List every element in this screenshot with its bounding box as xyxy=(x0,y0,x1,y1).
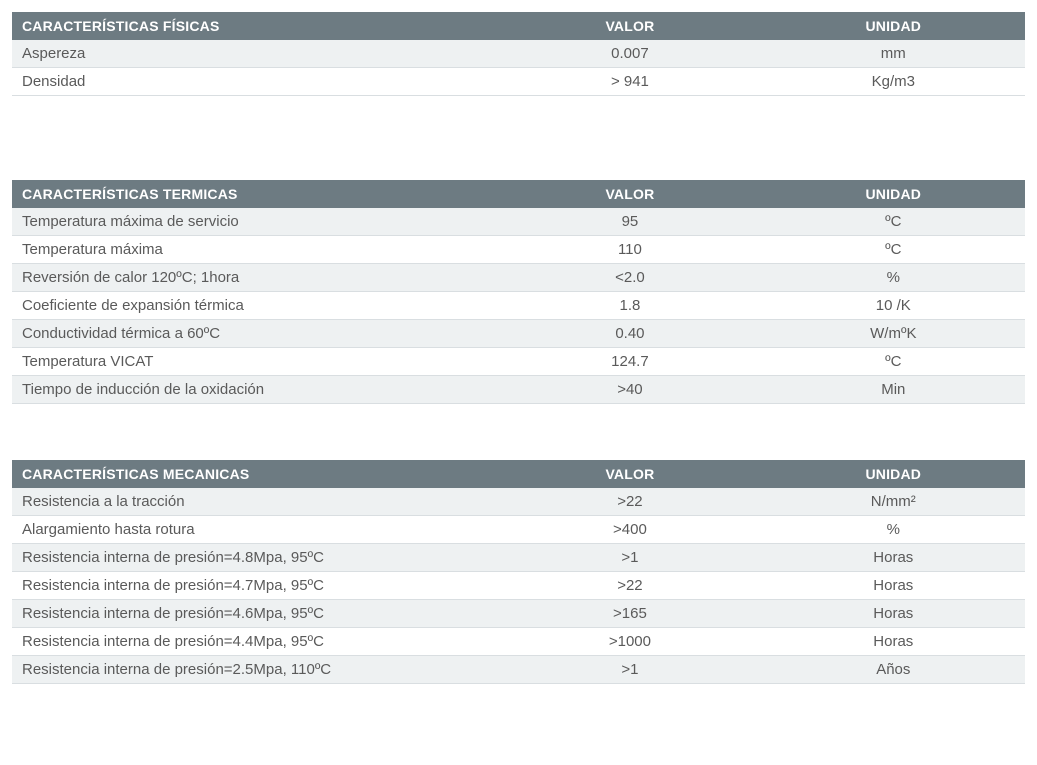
header-label: CARACTERÍSTICAS MECANICAS xyxy=(12,460,498,488)
header-value: VALOR xyxy=(498,460,761,488)
cell-value: 95 xyxy=(498,208,761,236)
cell-label: Resistencia interna de presión=4.4Mpa, 9… xyxy=(12,628,498,656)
cell-value: 110 xyxy=(498,236,761,264)
header-unit: UNIDAD xyxy=(762,12,1025,40)
cell-label: Resistencia interna de presión=4.8Mpa, 9… xyxy=(12,544,498,572)
cell-label: Reversión de calor 120ºC; 1hora xyxy=(12,264,498,292)
cell-value: >165 xyxy=(498,600,761,628)
cell-value: > 941 xyxy=(498,68,761,96)
cell-label: Conductividad térmica a 60ºC xyxy=(12,320,498,348)
cell-unit: Horas xyxy=(762,628,1025,656)
cell-unit: Kg/m3 xyxy=(762,68,1025,96)
table-row: Aspereza 0.007 mm xyxy=(12,40,1025,68)
table-mecanicas: CARACTERÍSTICAS MECANICAS VALOR UNIDAD R… xyxy=(12,460,1025,684)
cell-unit: Min xyxy=(762,376,1025,404)
cell-value: >1 xyxy=(498,544,761,572)
cell-value: >400 xyxy=(498,516,761,544)
table-row: Conductividad térmica a 60ºC 0.40 W/mºK xyxy=(12,320,1025,348)
cell-label: Resistencia interna de presión=4.6Mpa, 9… xyxy=(12,600,498,628)
cell-value: 1.8 xyxy=(498,292,761,320)
cell-label: Temperatura máxima de servicio xyxy=(12,208,498,236)
cell-unit: mm xyxy=(762,40,1025,68)
cell-label: Temperatura VICAT xyxy=(12,348,498,376)
data-table: CARACTERÍSTICAS FÍSICAS VALOR UNIDAD Asp… xyxy=(12,12,1025,96)
cell-unit: ºC xyxy=(762,236,1025,264)
header-unit: UNIDAD xyxy=(762,180,1025,208)
table-row: Resistencia interna de presión=4.6Mpa, 9… xyxy=(12,600,1025,628)
cell-unit: ºC xyxy=(762,208,1025,236)
cell-unit: ºC xyxy=(762,348,1025,376)
cell-label: Coeficiente de expansión térmica xyxy=(12,292,498,320)
cell-value: >22 xyxy=(498,488,761,516)
table-row: Resistencia a la tracción >22 N/mm² xyxy=(12,488,1025,516)
cell-unit: Horas xyxy=(762,544,1025,572)
cell-value: >40 xyxy=(498,376,761,404)
cell-label: Alargamiento hasta rotura xyxy=(12,516,498,544)
header-label: CARACTERÍSTICAS FÍSICAS xyxy=(12,12,498,40)
table-row: Reversión de calor 120ºC; 1hora <2.0 % xyxy=(12,264,1025,292)
cell-value: >1000 xyxy=(498,628,761,656)
cell-label: Resistencia interna de presión=4.7Mpa, 9… xyxy=(12,572,498,600)
table-row: Temperatura VICAT 124.7 ºC xyxy=(12,348,1025,376)
data-table: CARACTERÍSTICAS MECANICAS VALOR UNIDAD R… xyxy=(12,460,1025,684)
cell-value: <2.0 xyxy=(498,264,761,292)
table-row: Tiempo de inducción de la oxidación >40 … xyxy=(12,376,1025,404)
cell-label: Temperatura máxima xyxy=(12,236,498,264)
cell-unit: Años xyxy=(762,656,1025,684)
table-termicas: CARACTERÍSTICAS TERMICAS VALOR UNIDAD Te… xyxy=(12,180,1025,404)
cell-label: Aspereza xyxy=(12,40,498,68)
cell-unit: 10 /K xyxy=(762,292,1025,320)
cell-label: Resistencia a la tracción xyxy=(12,488,498,516)
header-label: CARACTERÍSTICAS TERMICAS xyxy=(12,180,498,208)
cell-value: >22 xyxy=(498,572,761,600)
cell-label: Resistencia interna de presión=2.5Mpa, 1… xyxy=(12,656,498,684)
data-table: CARACTERÍSTICAS TERMICAS VALOR UNIDAD Te… xyxy=(12,180,1025,404)
cell-value: 0.40 xyxy=(498,320,761,348)
cell-value: >1 xyxy=(498,656,761,684)
table-fisicas: CARACTERÍSTICAS FÍSICAS VALOR UNIDAD Asp… xyxy=(12,12,1025,96)
table-row: Alargamiento hasta rotura >400 % xyxy=(12,516,1025,544)
table-row: Resistencia interna de presión=4.7Mpa, 9… xyxy=(12,572,1025,600)
cell-unit: % xyxy=(762,264,1025,292)
cell-value: 0.007 xyxy=(498,40,761,68)
table-row: Densidad > 941 Kg/m3 xyxy=(12,68,1025,96)
cell-label: Tiempo de inducción de la oxidación xyxy=(12,376,498,404)
cell-value: 124.7 xyxy=(498,348,761,376)
table-row: Coeficiente de expansión térmica 1.8 10 … xyxy=(12,292,1025,320)
cell-label: Densidad xyxy=(12,68,498,96)
cell-unit: Horas xyxy=(762,600,1025,628)
table-row: Resistencia interna de presión=4.4Mpa, 9… xyxy=(12,628,1025,656)
header-unit: UNIDAD xyxy=(762,460,1025,488)
header-value: VALOR xyxy=(498,180,761,208)
cell-unit: % xyxy=(762,516,1025,544)
cell-unit: N/mm² xyxy=(762,488,1025,516)
table-row: Resistencia interna de presión=4.8Mpa, 9… xyxy=(12,544,1025,572)
table-row: Temperatura máxima de servicio 95 ºC xyxy=(12,208,1025,236)
table-row: Temperatura máxima 110 ºC xyxy=(12,236,1025,264)
cell-unit: W/mºK xyxy=(762,320,1025,348)
table-row: Resistencia interna de presión=2.5Mpa, 1… xyxy=(12,656,1025,684)
header-value: VALOR xyxy=(498,12,761,40)
cell-unit: Horas xyxy=(762,572,1025,600)
